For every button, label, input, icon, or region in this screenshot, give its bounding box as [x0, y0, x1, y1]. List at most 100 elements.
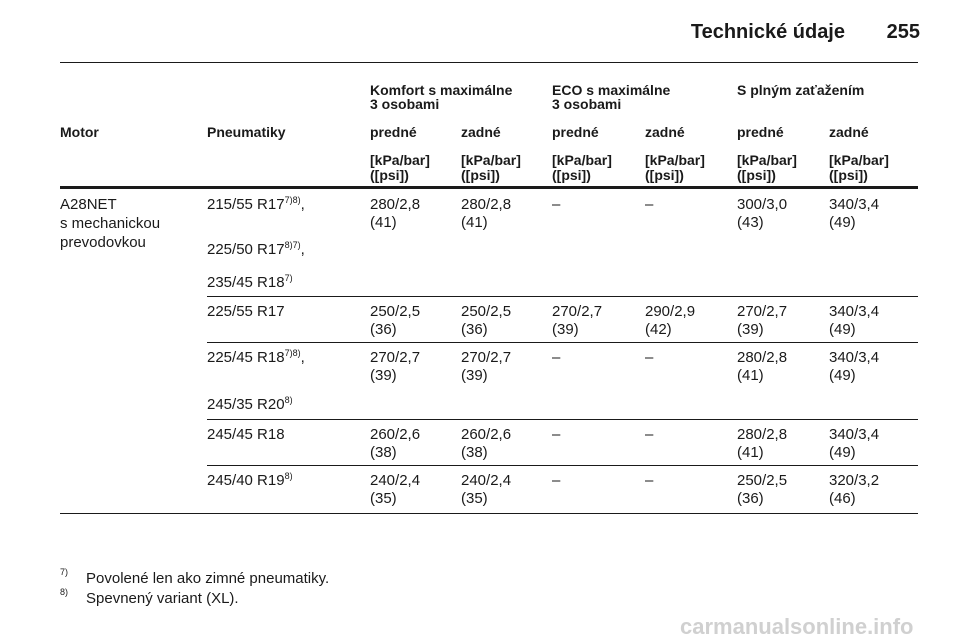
tire-size: 225/55 R17	[207, 303, 285, 320]
tire: 215/55 R177)8),	[207, 196, 305, 214]
separator: ,	[300, 196, 305, 213]
tire-size: 245/45 R18	[207, 426, 285, 443]
group-header: ECO s maximálne	[552, 82, 671, 98]
tire: 245/40 R198)	[207, 472, 293, 490]
separator: ,	[300, 241, 305, 258]
motor: A28NET	[60, 196, 117, 213]
column-header: zadné	[461, 124, 501, 140]
pressure: (49)	[829, 214, 856, 231]
unit-header: [kPa/bar]	[737, 152, 797, 168]
pressure: 250/2,5	[370, 303, 421, 320]
unit-header: [kPa/bar]	[645, 152, 705, 168]
pressure: –	[552, 349, 561, 366]
pressure: –	[552, 472, 561, 489]
tire-size: 245/35 R20	[207, 396, 285, 413]
unit-header: ([psi])	[461, 167, 500, 183]
pressure: (36)	[737, 490, 764, 507]
pressure: (39)	[370, 367, 397, 384]
unit-header: [kPa/bar]	[829, 152, 889, 168]
page-number: 255	[886, 21, 920, 43]
pressure: 340/3,4	[829, 196, 880, 213]
rule	[60, 62, 918, 63]
tire-size: 215/55 R17	[207, 196, 285, 213]
pressure: (42)	[645, 321, 672, 338]
pressure: 270/2,7	[552, 303, 603, 320]
pressure: –	[552, 426, 561, 443]
pressure: (41)	[461, 214, 488, 231]
column-header: zadné	[829, 124, 869, 140]
motor: s mechanickou	[60, 215, 161, 232]
pressure: 340/3,4	[829, 426, 880, 443]
group-header: 3 osobami	[552, 96, 622, 112]
group-header: Komfort s maximálne	[370, 82, 513, 98]
column-header: predné	[552, 124, 599, 140]
tire-size: 225/45 R18	[207, 349, 285, 366]
unit-header: [kPa/bar]	[370, 152, 430, 168]
pressure: (38)	[461, 444, 488, 461]
pressure: (49)	[829, 321, 856, 338]
pressure: 340/3,4	[829, 349, 880, 366]
unit-header: ([psi])	[645, 167, 684, 183]
rule	[60, 513, 918, 514]
footnote: Spevnený variant (XL).	[86, 590, 239, 607]
rule	[207, 465, 918, 466]
pressure: (35)	[370, 490, 397, 507]
pressure: –	[552, 196, 561, 213]
pressure: 280/2,8	[737, 349, 788, 366]
column-header: predné	[370, 124, 417, 140]
unit-header: [kPa/bar]	[461, 152, 521, 168]
tire: 225/45 R187)8),	[207, 349, 305, 367]
pressure: 240/2,4	[461, 472, 512, 489]
pressure: –	[645, 196, 654, 213]
pressure: 300/3,0	[737, 196, 788, 213]
pressure: 290/2,9	[645, 303, 696, 320]
pressure: 240/2,4	[370, 472, 421, 489]
separator: ,	[300, 349, 305, 366]
tire: 245/45 R18	[207, 426, 285, 444]
unit-header: ([psi])	[829, 167, 868, 183]
pressure: 270/2,7	[737, 303, 788, 320]
tire-size: 235/45 R18	[207, 274, 285, 291]
section-title: Technické údaje	[690, 21, 845, 43]
unit-header: ([psi])	[552, 167, 591, 183]
group-header: S plným zaťažením	[737, 82, 865, 98]
pressure: (35)	[461, 490, 488, 507]
pressure: 280/2,8	[370, 196, 421, 213]
column-header: Pneumatiky	[207, 124, 286, 140]
tire: 235/45 R187)	[207, 274, 293, 292]
footnote-ref: 8)7)	[284, 240, 301, 250]
unit-header: ([psi])	[737, 167, 776, 183]
tire: 225/55 R17	[207, 303, 285, 321]
column-header: zadné	[645, 124, 685, 140]
pressure: –	[645, 349, 654, 366]
pressure: 250/2,5	[461, 303, 512, 320]
pressure: (39)	[737, 321, 764, 338]
pressure: 270/2,7	[461, 349, 512, 366]
pressure: (41)	[737, 444, 764, 461]
tire: 225/50 R178)7),	[207, 241, 305, 259]
pressure: (46)	[829, 490, 856, 507]
pressure: 340/3,4	[829, 303, 880, 320]
motor: prevodovkou	[60, 234, 146, 251]
watermark: carmanualsonline.info	[680, 614, 914, 639]
footnote-mark: 8)	[60, 587, 69, 597]
pressure: 250/2,5	[737, 472, 788, 489]
pressure: 260/2,6	[461, 426, 512, 443]
footnote-mark: 7)	[60, 567, 69, 577]
footnote-ref: 8)	[284, 471, 293, 481]
pressure: –	[645, 472, 654, 489]
rule	[207, 419, 918, 420]
pressure: (49)	[829, 444, 856, 461]
pressure: (36)	[461, 321, 488, 338]
column-header: predné	[737, 124, 784, 140]
group-header: 3 osobami	[370, 96, 440, 112]
rule	[207, 296, 918, 297]
pressure: (41)	[737, 367, 764, 384]
pressure: 320/3,2	[829, 472, 880, 489]
pressure: (39)	[461, 367, 488, 384]
unit-header: [kPa/bar]	[552, 152, 612, 168]
pressure: 270/2,7	[370, 349, 421, 366]
rule	[60, 186, 918, 189]
tire: 245/35 R208)	[207, 396, 293, 414]
